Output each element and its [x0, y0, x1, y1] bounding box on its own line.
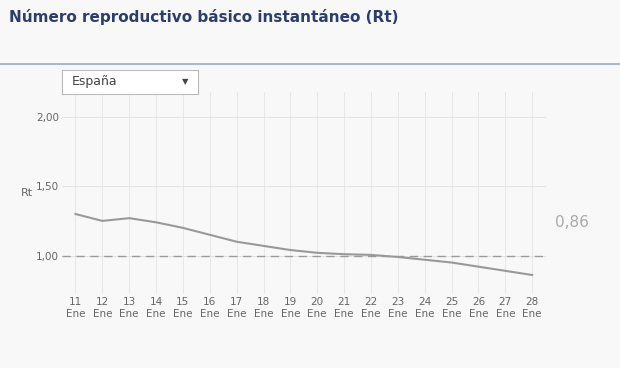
Text: España: España	[71, 75, 117, 88]
Text: ▼: ▼	[182, 77, 188, 86]
Text: 0,86: 0,86	[555, 215, 589, 230]
Text: Número reproductivo básico instantáneo (Rt): Número reproductivo básico instantáneo (…	[9, 9, 399, 25]
Y-axis label: Rt: Rt	[21, 188, 33, 198]
